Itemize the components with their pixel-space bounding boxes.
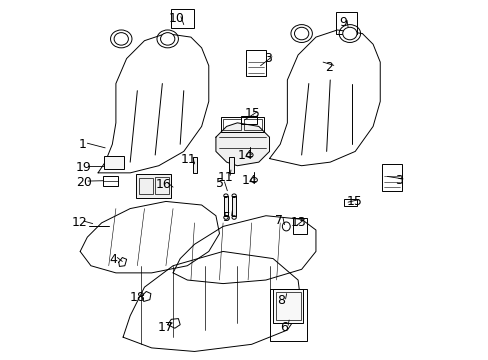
Text: 3: 3 — [394, 174, 402, 187]
Text: 3: 3 — [263, 52, 271, 65]
Text: 14: 14 — [237, 149, 253, 162]
Text: 11: 11 — [181, 153, 196, 166]
Text: 5: 5 — [216, 177, 224, 190]
Text: 2: 2 — [325, 60, 333, 73]
Bar — [171, 9, 194, 28]
Bar — [275, 292, 300, 320]
Text: 11: 11 — [218, 171, 233, 184]
Bar — [139, 178, 152, 194]
Text: 14: 14 — [241, 174, 257, 187]
Bar — [244, 119, 262, 130]
Bar — [229, 157, 233, 173]
Text: 9: 9 — [338, 15, 346, 28]
Bar — [155, 177, 168, 194]
Bar — [103, 176, 118, 186]
Polygon shape — [216, 123, 269, 166]
Ellipse shape — [342, 27, 356, 40]
Text: 12: 12 — [71, 216, 87, 229]
Text: 5: 5 — [223, 211, 231, 224]
Bar — [343, 199, 357, 206]
Bar — [335, 12, 356, 33]
Text: 16: 16 — [155, 178, 171, 191]
Bar — [223, 119, 241, 130]
Text: 15: 15 — [244, 107, 260, 120]
Bar — [269, 289, 306, 341]
Text: 7: 7 — [274, 213, 282, 226]
Text: 8: 8 — [277, 294, 285, 307]
Bar — [135, 174, 171, 198]
Bar — [292, 217, 306, 234]
Bar — [246, 50, 265, 76]
Bar — [104, 156, 124, 169]
Ellipse shape — [114, 33, 128, 45]
Bar — [192, 157, 197, 173]
Text: 10: 10 — [168, 12, 184, 25]
Text: 1: 1 — [79, 139, 87, 152]
Bar — [381, 164, 401, 191]
Text: 15: 15 — [346, 195, 362, 208]
Text: 18: 18 — [130, 291, 146, 305]
Bar — [272, 289, 303, 323]
Bar — [231, 196, 236, 216]
Ellipse shape — [294, 27, 308, 40]
Text: 4: 4 — [109, 253, 117, 266]
Text: 19: 19 — [76, 161, 91, 174]
Text: 17: 17 — [157, 321, 173, 334]
Bar — [224, 196, 227, 216]
Text: 6: 6 — [279, 321, 287, 334]
Ellipse shape — [160, 33, 175, 45]
Text: 13: 13 — [290, 216, 306, 229]
Bar — [241, 116, 257, 123]
Bar — [221, 117, 264, 132]
Text: 20: 20 — [76, 176, 91, 189]
